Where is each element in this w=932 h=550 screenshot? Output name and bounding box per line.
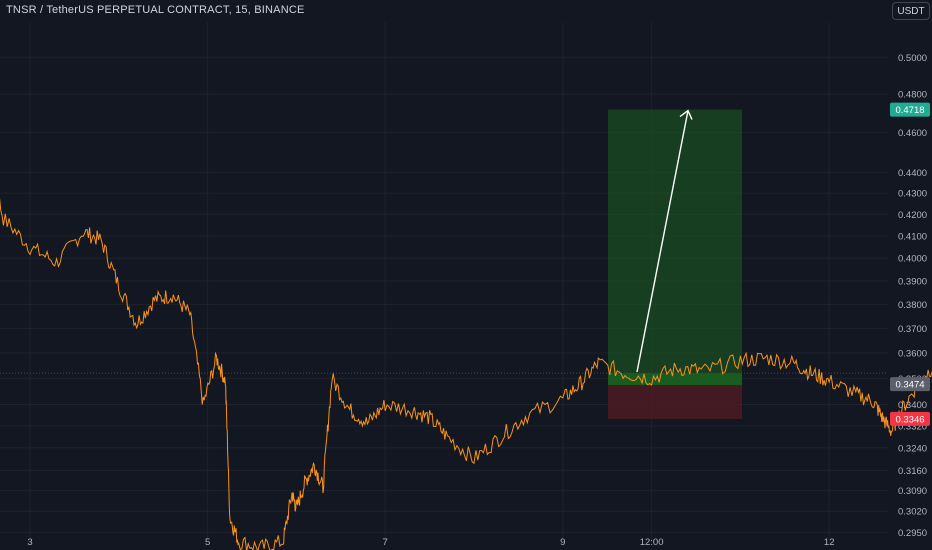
y-tick-label: 0.5000	[898, 53, 927, 64]
x-tick-label: 9	[560, 537, 565, 548]
grid-lines	[0, 22, 888, 540]
target-price-tag-label: 0.4718	[895, 105, 924, 116]
price-series-line	[0, 198, 932, 550]
y-tick-label: 0.3240	[898, 443, 927, 454]
trade-zones	[0, 109, 888, 419]
target-arrow	[636, 109, 693, 373]
y-tick-label: 0.3320	[898, 421, 927, 432]
y-tick-label: 0.4400	[898, 168, 927, 179]
current-price-tag-label: 0.3474	[895, 380, 924, 391]
y-tick-label: 0.3160	[898, 466, 927, 477]
x-tick-label: 12:00	[640, 537, 664, 548]
y-tick-label: 0.4100	[898, 231, 927, 242]
y-tick-label: 0.4000	[898, 254, 927, 265]
y-tick-label: 0.4800	[898, 90, 927, 101]
x-tick-label: 3	[27, 537, 32, 548]
symbol-title: TNSR / TetherUS PERPETUAL CONTRACT, 15, …	[6, 4, 305, 16]
y-tick-label: 0.3090	[898, 486, 927, 497]
x-tick-label: 5	[205, 537, 210, 548]
loss-zone	[608, 385, 742, 419]
entry-band	[608, 373, 742, 386]
arrow-shaft	[636, 110, 689, 373]
y-tick-label: 0.3600	[898, 349, 927, 360]
x-tick-label: 12	[824, 537, 835, 548]
profit-zone	[608, 109, 742, 386]
price-axis[interactable]: 0.5000 0.4800 0.4600 0.4400 0.4300 0.4200 0.41…	[898, 53, 927, 539]
x-tick-label: 7	[383, 537, 388, 548]
y-tick-label: 0.2950	[898, 528, 927, 539]
current-price-tag	[890, 377, 930, 392]
arrow-head	[679, 109, 693, 120]
stop-price-tag	[890, 411, 930, 426]
currency-unit-button[interactable]: USDT	[892, 2, 930, 20]
y-tick-label: 0.4200	[898, 210, 927, 221]
price-tags: 0.4718 0.3474 0.3346	[890, 102, 930, 426]
y-tick-label: 0.3900	[898, 277, 927, 288]
y-tick-label: 0.4600	[898, 128, 927, 139]
y-tick-label: 0.3020	[898, 507, 927, 518]
y-tick-label: 0.3400	[898, 400, 927, 411]
y-tick-label: 0.3800	[898, 300, 927, 311]
stop-price-tag-label: 0.3346	[895, 414, 924, 425]
y-tick-label: 0.4300	[898, 189, 927, 200]
target-price-tag	[890, 102, 930, 117]
y-tick-label: 0.3700	[898, 324, 927, 335]
